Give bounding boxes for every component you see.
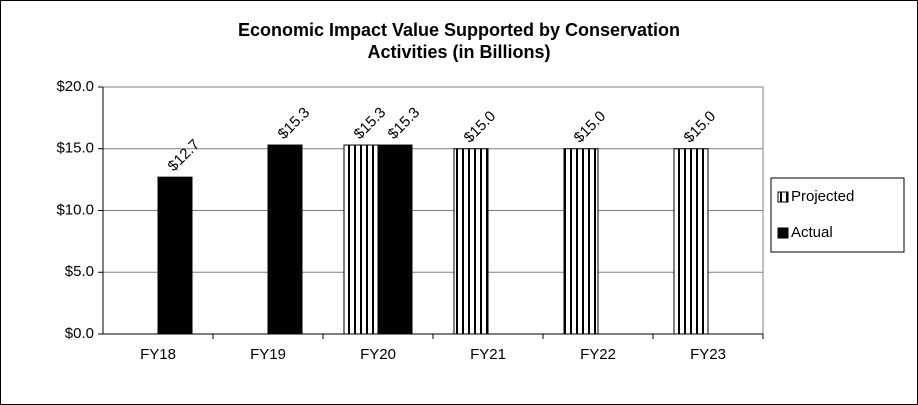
y-tick-label: $5.0	[65, 263, 94, 280]
legend-swatch	[777, 191, 789, 203]
x-tick-label: FY18	[140, 346, 176, 363]
y-tick-label: $10.0	[56, 201, 94, 218]
bar	[343, 144, 379, 335]
legend-label: Projected	[791, 188, 854, 205]
y-tick-label: $20.0	[56, 78, 94, 95]
chart-title: Economic Impact Value Supported by Conse…	[237, 20, 681, 62]
x-tick-label: FY22	[580, 346, 616, 363]
bar	[267, 144, 303, 335]
x-tick-label: FY20	[360, 346, 396, 363]
bar	[563, 148, 599, 335]
x-tick-label: FY19	[250, 346, 286, 363]
y-tick-label: $0.0	[65, 325, 94, 342]
legend-box	[770, 177, 905, 253]
x-tick-label: FY23	[690, 346, 726, 363]
y-tick-label: $15.0	[56, 140, 94, 157]
legend-swatch	[777, 227, 789, 239]
bar	[377, 144, 413, 335]
x-tick-label: FY21	[470, 346, 506, 363]
bar	[157, 176, 193, 335]
legend-label: Actual	[791, 224, 833, 241]
bar	[673, 148, 709, 335]
bar	[453, 148, 489, 335]
